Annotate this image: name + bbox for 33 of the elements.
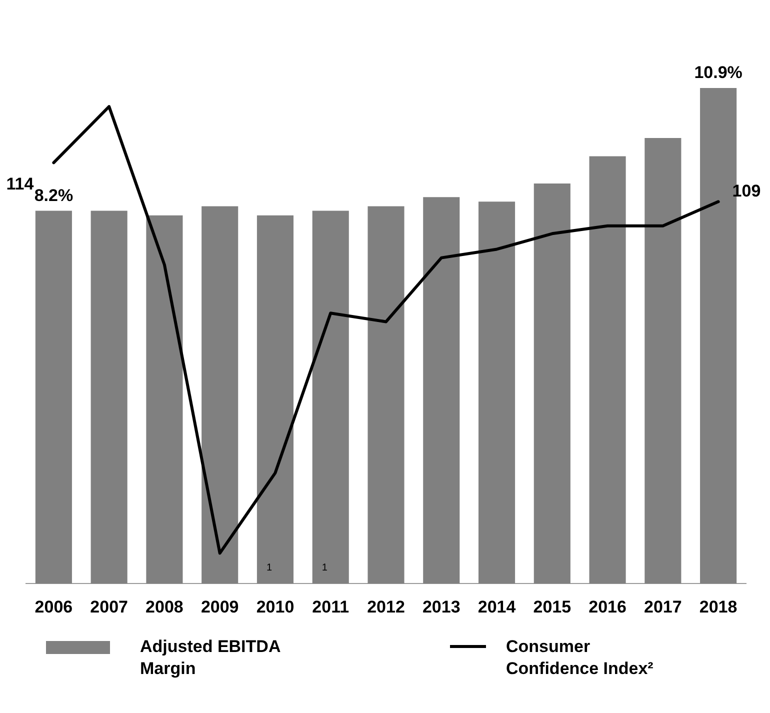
annotation: 1 — [266, 562, 272, 574]
x-tick-label: 2018 — [699, 597, 738, 616]
bar — [644, 138, 682, 584]
x-tick-label: 2010 — [256, 597, 294, 616]
annotation: 1 — [322, 562, 328, 574]
legend-label: Adjusted EBITDA Margin — [140, 636, 282, 680]
bar — [589, 156, 626, 584]
bar — [256, 215, 294, 584]
x-tick-label: 2017 — [644, 597, 682, 616]
x-tick-label: 2011 — [312, 597, 350, 616]
x-tick-label: 2014 — [478, 597, 516, 616]
bar — [534, 183, 570, 584]
data-label: 10.9% — [694, 63, 742, 82]
x-tick-label: 2016 — [588, 597, 626, 616]
bar — [312, 210, 349, 584]
bar — [478, 202, 516, 584]
x-tick-label: 2012 — [367, 597, 405, 616]
bar — [35, 210, 72, 584]
x-tick-label: 2013 — [422, 597, 460, 616]
legend-label: Consumer Confidence Index² — [506, 636, 654, 680]
data-label: 114 — [6, 174, 34, 194]
x-tick-label: 2006 — [34, 597, 73, 616]
data-label: 8.2% — [34, 186, 74, 205]
bar — [146, 215, 183, 584]
bar — [202, 206, 238, 584]
data-label: 109 — [732, 181, 761, 200]
bar — [423, 197, 460, 584]
bar — [90, 210, 128, 584]
x-tick-label: 2009 — [200, 597, 239, 616]
x-tick-label: 2015 — [533, 597, 572, 616]
bar — [368, 206, 404, 584]
x-tick-label: 2008 — [146, 597, 184, 616]
x-tick-label: 2007 — [90, 597, 128, 616]
